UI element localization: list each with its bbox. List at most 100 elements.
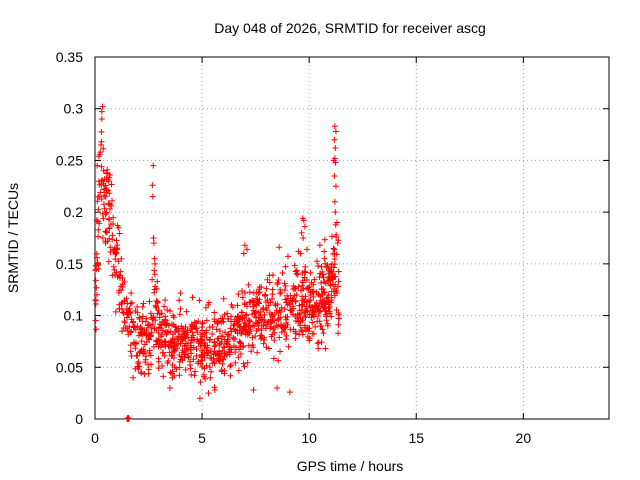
data-point xyxy=(219,360,226,367)
data-point xyxy=(107,249,114,256)
data-point xyxy=(98,196,105,203)
data-point xyxy=(148,314,155,321)
data-point xyxy=(290,311,297,318)
data-point xyxy=(276,244,283,251)
data-point xyxy=(244,359,251,366)
data-point xyxy=(216,358,223,365)
data-point xyxy=(187,361,194,368)
data-point xyxy=(151,325,158,332)
y-tick-label: 0.3 xyxy=(64,101,84,117)
data-point xyxy=(193,325,200,332)
data-point xyxy=(116,275,123,282)
data-point xyxy=(238,329,245,336)
data-point xyxy=(327,277,334,284)
data-point xyxy=(332,209,339,216)
data-point xyxy=(98,128,105,135)
data-point xyxy=(335,321,342,328)
data-point xyxy=(97,141,104,148)
data-point xyxy=(211,309,218,316)
data-point xyxy=(191,372,198,379)
data-point xyxy=(272,300,279,307)
data-point xyxy=(298,229,305,236)
data-point xyxy=(93,326,100,333)
data-point xyxy=(221,353,228,360)
data-point xyxy=(315,339,322,346)
data-point xyxy=(190,344,197,351)
data-point xyxy=(292,285,299,292)
data-point xyxy=(229,304,236,311)
data-point xyxy=(101,176,108,183)
data-point xyxy=(199,363,206,370)
x-tick-label: 20 xyxy=(516,430,532,446)
x-tick-label: 0 xyxy=(91,430,99,446)
data-point xyxy=(127,348,134,355)
data-point xyxy=(143,327,150,334)
data-point xyxy=(175,340,182,347)
data-point xyxy=(217,315,224,322)
data-point xyxy=(176,351,183,358)
data-point xyxy=(188,350,195,357)
data-point xyxy=(322,300,329,307)
data-point xyxy=(297,326,304,333)
data-point xyxy=(300,235,307,241)
data-point xyxy=(194,329,201,336)
data-point xyxy=(98,163,105,170)
data-point xyxy=(269,295,276,302)
data-point xyxy=(217,340,224,347)
data-point xyxy=(227,362,234,369)
data-point xyxy=(121,278,128,285)
data-point xyxy=(152,283,159,290)
data-point xyxy=(260,340,267,347)
data-point xyxy=(103,209,110,216)
data-point xyxy=(283,299,290,306)
data-point xyxy=(291,285,298,292)
data-point xyxy=(195,340,202,347)
data-point xyxy=(264,297,271,304)
data-point xyxy=(154,278,161,285)
data-point xyxy=(98,116,105,123)
data-point xyxy=(285,343,292,350)
data-point xyxy=(286,389,293,396)
data-point xyxy=(331,256,338,263)
data-point xyxy=(110,214,117,221)
data-point xyxy=(208,348,215,355)
data-point xyxy=(321,289,328,296)
data-point xyxy=(225,348,232,355)
data-point xyxy=(105,216,112,223)
data-point xyxy=(306,311,313,318)
data-point xyxy=(208,355,215,362)
data-point xyxy=(335,278,342,285)
data-point xyxy=(334,240,341,247)
data-point xyxy=(316,274,323,281)
data-point xyxy=(170,312,177,319)
data-point xyxy=(249,303,256,310)
data-point xyxy=(287,307,294,314)
data-point xyxy=(245,324,252,331)
data-point xyxy=(105,187,112,194)
data-point xyxy=(264,319,271,326)
data-point xyxy=(296,311,303,318)
data-point xyxy=(122,324,129,331)
data-point xyxy=(92,301,99,308)
data-point xyxy=(93,284,100,291)
data-point xyxy=(140,300,147,307)
data-point xyxy=(241,242,248,249)
data-point xyxy=(318,263,325,270)
data-point xyxy=(304,246,311,253)
data-point xyxy=(237,339,244,346)
data-point xyxy=(322,260,329,267)
data-point xyxy=(151,267,158,274)
data-point xyxy=(106,225,113,232)
plot-frame xyxy=(94,56,610,420)
data-point xyxy=(241,299,248,306)
data-point xyxy=(110,220,117,227)
data-point xyxy=(151,255,158,262)
data-point xyxy=(199,336,206,343)
data-point xyxy=(138,369,145,376)
data-point xyxy=(322,280,329,287)
data-point xyxy=(335,311,342,318)
data-point xyxy=(279,323,286,330)
data-point xyxy=(331,136,338,143)
data-point xyxy=(152,317,159,324)
data-point xyxy=(99,103,106,110)
